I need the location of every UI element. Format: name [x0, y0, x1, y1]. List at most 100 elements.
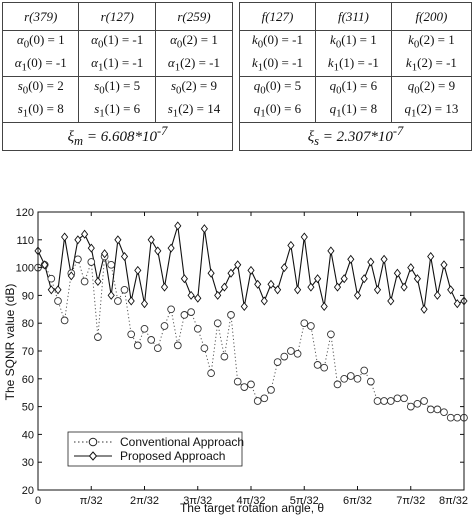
conventional-point [280, 352, 289, 361]
table-right-q-row: q0(0) = 5 q1(0) = 6 q0(1) = 6 q1(1) = 8 … [239, 76, 473, 124]
k-value: k0(2) = 1 [408, 32, 455, 51]
table-left-header: r(127) [78, 2, 156, 31]
sqnr-line-chart: 20 30 40 50 60 70 80 90 100 110 120 0 π/32 2π/32 3π/32… [3, 207, 468, 515]
conventional-point [413, 399, 422, 408]
y-tick-label: 40 [22, 429, 34, 441]
proposed-point [67, 271, 75, 281]
proposed-point [94, 276, 102, 287]
proposed-point [420, 304, 428, 314]
proposed-point [74, 235, 82, 245]
q-value: q0(2) = 9 [407, 78, 456, 97]
proposed-point [160, 282, 169, 292]
proposed-point [360, 274, 368, 284]
conventional-point [373, 397, 382, 405]
proposed-point [453, 299, 461, 309]
conventional-point [74, 255, 82, 264]
conventional-point [114, 297, 122, 305]
proposed-point [347, 254, 355, 264]
proposed-point [200, 224, 208, 234]
conventional-point [213, 319, 222, 328]
conventional-point [307, 322, 315, 330]
proposed-point [187, 290, 195, 300]
conventional-point [293, 349, 302, 358]
table-left: r(379) r(127) r(259) α0(0) = 1 α1(0) = -… [1, 2, 234, 152]
table-right-header: f(311) [314, 2, 392, 31]
y-tick-label: 90 [22, 290, 34, 302]
conventional-point [47, 274, 56, 283]
y-tick-label: 110 [16, 235, 34, 247]
table-right-k-row: k0(0) = -1 k1(0) = -1 k0(1) = 1 k1(1) = … [239, 29, 473, 78]
table-right-header: f(127) [239, 2, 316, 31]
s-value: s0(2) = 9 [170, 78, 217, 97]
proposed-point [373, 285, 382, 295]
s-value: s1(0) = 8 [17, 100, 64, 120]
conventional-point [207, 369, 215, 378]
k-value: k1(0) = -1 [251, 54, 303, 74]
s-value: s1(2) = 14 [167, 100, 221, 120]
x-tick-label: 4π/32 [237, 495, 266, 507]
q-value: q0(0) = 5 [253, 78, 302, 97]
conventional-point [453, 413, 462, 422]
series-markers [34, 221, 468, 422]
table-right-cell: k0(2) = 1 k1(2) = -1 [390, 29, 473, 78]
proposed-point [61, 232, 69, 242]
proposed-point [400, 282, 408, 292]
conventional-point [133, 341, 142, 350]
proposed-point [440, 260, 448, 270]
proposed-point [140, 299, 149, 309]
proposed-point [47, 285, 55, 295]
proposed-point [393, 268, 401, 278]
s-value: s1(1) = 6 [94, 100, 141, 120]
legend: Conventional Approach Proposed Approach [67, 431, 244, 467]
proposed-point [367, 257, 375, 267]
proposed-point [327, 246, 335, 256]
y-tick-label: 30 [22, 457, 34, 469]
proposed-point [340, 274, 348, 284]
table-right-cell: q0(2) = 9 q1(2) = 13 [390, 76, 473, 124]
proposed-point [413, 274, 421, 284]
q-value: q0(1) = 6 [329, 78, 378, 97]
table-left-alpha-row: α0(0) = 1 α1(0) = -1 α0(1) = -1 α1(1) = … [1, 29, 234, 78]
proposed-point [107, 290, 115, 300]
proposed-point [240, 301, 248, 312]
parameter-tables: r(379) r(127) r(259) α0(0) = 1 α1(0) = -… [0, 0, 474, 160]
conventional-point [193, 324, 202, 333]
conventional-point [420, 397, 428, 405]
conventional-point [127, 330, 136, 339]
proposed-point [174, 221, 182, 231]
x-tick-label: 0 [35, 495, 41, 507]
conventional-point [180, 311, 189, 319]
conventional-point [260, 394, 269, 403]
conventional-point [386, 397, 395, 405]
conventional-point [233, 377, 242, 386]
conventional-point [446, 413, 455, 422]
table-left-cell: s0(1) = 5 s1(1) = 6 [78, 76, 156, 124]
table-left-header-row: r(379) r(127) r(259) [1, 2, 234, 31]
x-tick-label: 8π/32 [439, 495, 468, 507]
proposed-point [314, 274, 322, 284]
y-tick-label: 120 [16, 207, 34, 219]
proposed-point [267, 279, 275, 289]
table-left-cell: α0(0) = 1 α1(0) = -1 [1, 29, 80, 78]
table-right-header-row: f(127) f(311) f(200) [239, 2, 473, 31]
table-right-cell: q0(1) = 6 q1(1) = 8 [314, 76, 392, 124]
axes: 20 30 40 50 60 70 80 90 100 110 120 0 π/32 2π/32 3π/32… [16, 207, 468, 507]
conventional-point [353, 374, 362, 383]
proposed-point [220, 282, 228, 292]
proposed-point [294, 285, 302, 295]
proposed-point [207, 268, 215, 278]
y-tick-label: 50 [22, 402, 34, 414]
table-right-header: f(200) [390, 2, 473, 31]
proposed-point [114, 235, 122, 245]
conventional-point [380, 397, 388, 405]
y-tick-label: 70 [22, 346, 34, 358]
y-tick-label: 20 [22, 485, 34, 497]
conventional-point [140, 324, 149, 333]
y-axis-label: The SQNR value (dB) [3, 284, 17, 401]
conventional-point [87, 258, 96, 266]
conventional-point [80, 277, 89, 286]
k-value: k0(1) = 1 [330, 32, 377, 51]
conventional-series-line [37, 255, 464, 419]
table-left-cell: α0(2) = 1 α1(2) = -1 [154, 29, 234, 78]
q-value: q1(0) = 6 [253, 100, 302, 120]
